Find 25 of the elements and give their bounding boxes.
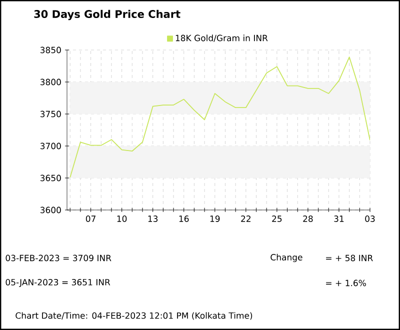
text: = + 1.6% [326, 280, 366, 286]
x-tick-label: 16 [179, 216, 189, 222]
text: 05-JAN-2023 = 3651 INR [6, 278, 110, 287]
x-tick-label: 22 [241, 216, 250, 222]
line-series [70, 56, 370, 178]
y-tick-label: 3600 [40, 206, 61, 214]
x-tick-label: 19 [210, 216, 220, 222]
y-tick-label: 3850 [40, 46, 61, 54]
text: = + 58 INR [326, 254, 373, 262]
x-tick-label: 31 [334, 216, 344, 222]
x-tick-label: 10 [117, 216, 127, 222]
y-tick-label: 3800 [40, 78, 61, 86]
chart-title: 30 Days Gold Price Chart [34, 10, 180, 20]
x-tick-label: 25 [272, 216, 282, 222]
x-tick-label: 07 [86, 216, 96, 222]
legend-label: 18K Gold/Gram in INR [176, 34, 268, 42]
y-tick-label: 3650 [40, 174, 61, 182]
text: Change [270, 254, 302, 262]
y-tick-label: 3750 [40, 110, 61, 118]
x-tick-label: 28 [303, 216, 313, 222]
text: Chart Date/Time: 04-FEB-2023 12:01 PM (Kolkata Time) [16, 312, 252, 320]
text: 03-FEB-2023 = 3709 INR [6, 254, 112, 262]
y-tick-label: 3700 [40, 142, 61, 150]
x-tick-label: 03 [365, 216, 375, 222]
x-tick-label: 13 [148, 216, 158, 222]
